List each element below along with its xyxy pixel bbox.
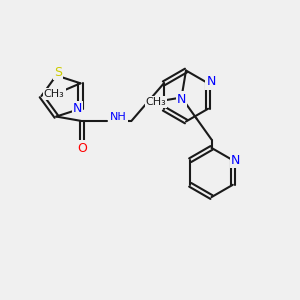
Text: N: N bbox=[177, 92, 186, 106]
Text: N: N bbox=[231, 154, 241, 167]
Text: O: O bbox=[77, 142, 87, 154]
Text: CH₃: CH₃ bbox=[146, 97, 167, 107]
Text: CH₃: CH₃ bbox=[44, 89, 64, 99]
Text: NH: NH bbox=[110, 112, 127, 122]
Text: S: S bbox=[54, 66, 62, 79]
Text: N: N bbox=[73, 102, 82, 115]
Text: N: N bbox=[206, 75, 216, 88]
